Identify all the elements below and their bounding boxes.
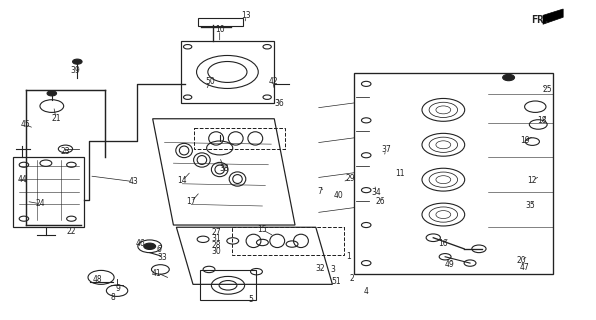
Text: 36: 36 bbox=[274, 99, 284, 108]
Text: 42: 42 bbox=[268, 77, 278, 86]
Text: 33: 33 bbox=[158, 253, 167, 262]
Text: 31: 31 bbox=[212, 234, 221, 243]
Text: 32: 32 bbox=[316, 264, 325, 273]
Polygon shape bbox=[543, 9, 563, 24]
Text: 11: 11 bbox=[395, 169, 405, 178]
Text: 9: 9 bbox=[115, 284, 120, 293]
Text: 45: 45 bbox=[20, 120, 30, 129]
Text: 20: 20 bbox=[516, 256, 526, 265]
Text: 12: 12 bbox=[527, 176, 537, 185]
Text: 10: 10 bbox=[215, 25, 225, 35]
Text: 17: 17 bbox=[187, 197, 196, 206]
Text: 18: 18 bbox=[538, 116, 547, 125]
Circle shape bbox=[502, 74, 514, 81]
Text: 47: 47 bbox=[520, 263, 529, 272]
Text: 2: 2 bbox=[349, 275, 354, 284]
Text: 30: 30 bbox=[211, 247, 221, 256]
Text: 49: 49 bbox=[445, 260, 454, 268]
Text: 4: 4 bbox=[364, 287, 369, 296]
Text: 22: 22 bbox=[67, 227, 76, 236]
Text: 15: 15 bbox=[257, 225, 267, 234]
Text: 34: 34 bbox=[371, 188, 381, 197]
Text: 14: 14 bbox=[178, 176, 187, 185]
Text: 29: 29 bbox=[346, 174, 355, 183]
Text: 35: 35 bbox=[526, 201, 535, 210]
Text: 44: 44 bbox=[17, 175, 27, 184]
Circle shape bbox=[73, 59, 82, 64]
Bar bbox=[198, 18, 243, 26]
Bar bbox=[181, 41, 274, 103]
Text: 41: 41 bbox=[152, 269, 162, 278]
Text: FR.: FR. bbox=[531, 15, 550, 25]
Text: 27: 27 bbox=[212, 228, 221, 237]
Circle shape bbox=[47, 91, 57, 96]
Bar bbox=[13, 157, 85, 227]
Bar bbox=[200, 270, 256, 300]
Text: 39: 39 bbox=[71, 66, 80, 75]
Text: 37: 37 bbox=[381, 145, 390, 154]
Text: 43: 43 bbox=[128, 177, 138, 186]
Text: 5: 5 bbox=[248, 295, 253, 304]
Text: 50: 50 bbox=[206, 77, 215, 86]
Text: 1: 1 bbox=[346, 252, 351, 261]
Text: 7: 7 bbox=[318, 187, 322, 196]
Text: 23: 23 bbox=[61, 147, 70, 156]
Text: 48: 48 bbox=[93, 276, 103, 284]
Text: 21: 21 bbox=[51, 114, 61, 123]
Text: 28: 28 bbox=[212, 241, 221, 250]
Text: 25: 25 bbox=[542, 85, 552, 94]
Circle shape bbox=[144, 243, 156, 250]
Text: 6: 6 bbox=[156, 245, 161, 254]
Text: 13: 13 bbox=[241, 11, 251, 20]
Text: 51: 51 bbox=[332, 277, 342, 286]
Text: 38: 38 bbox=[219, 164, 229, 173]
Text: 24: 24 bbox=[35, 199, 45, 208]
Text: 3: 3 bbox=[330, 265, 335, 274]
Text: 26: 26 bbox=[375, 197, 384, 206]
Text: 40: 40 bbox=[334, 191, 343, 200]
Text: 46: 46 bbox=[136, 239, 145, 248]
Text: 19: 19 bbox=[520, 136, 529, 145]
Text: 16: 16 bbox=[439, 239, 448, 248]
Text: 8: 8 bbox=[110, 293, 115, 302]
